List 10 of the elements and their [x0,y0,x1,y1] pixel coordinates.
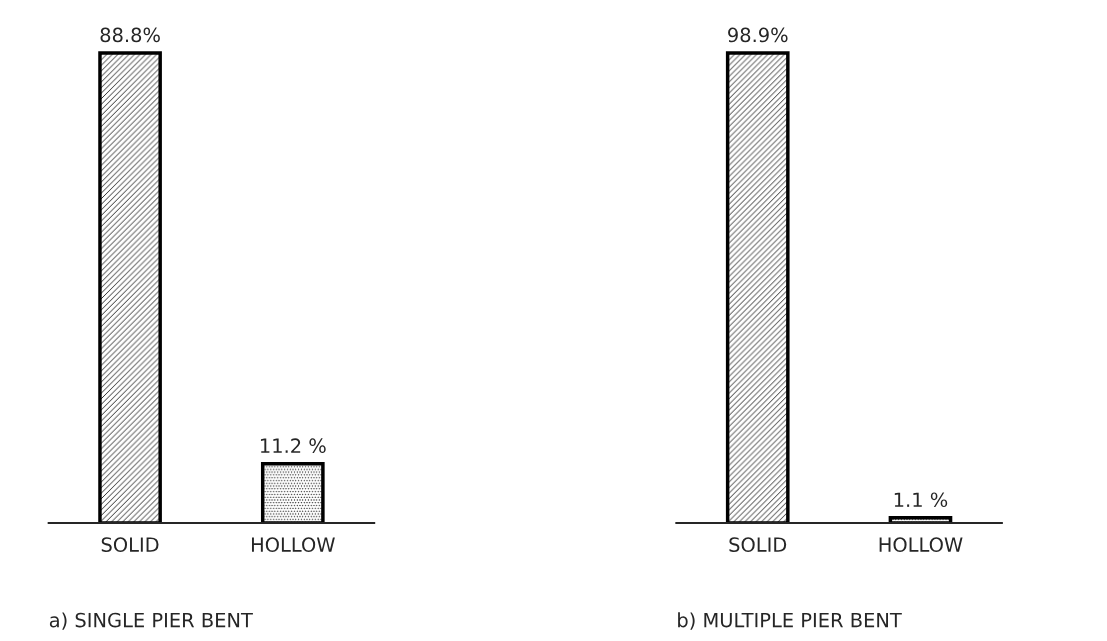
data-label: 11.2 % [260,438,326,454]
data-label: 1.1 % [894,492,948,508]
x-tick-label: SOLID [729,537,787,552]
data-label: 88.8% [100,27,160,43]
text: b) MULTIPLE PIER BENT [678,612,902,630]
data-label: 98.9% [728,27,788,43]
x-tick-label: SOLID [101,537,159,552]
text: a) SINGLE PIER BENT [49,612,253,630]
x-tick-label: HOLLOW [252,537,335,552]
x-tick-label: HOLLOW [879,537,963,552]
